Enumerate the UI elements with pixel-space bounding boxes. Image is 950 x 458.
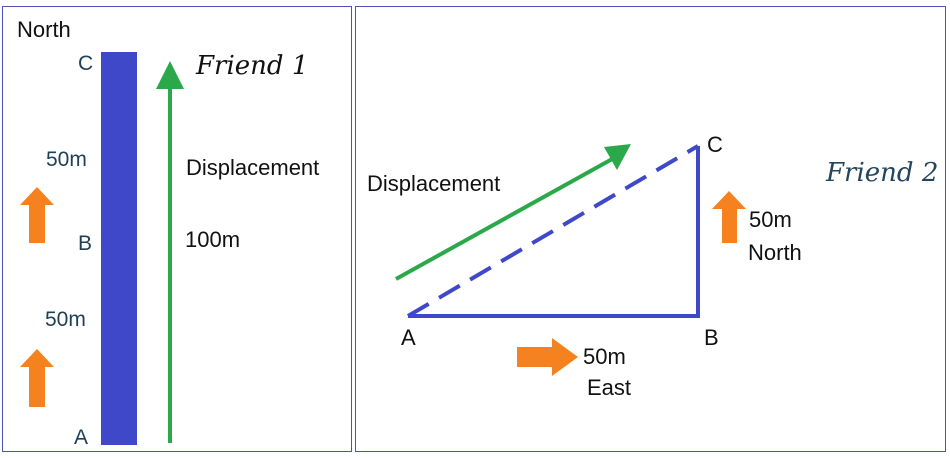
- east-arrow-icon: [517, 338, 578, 376]
- point-b-label: B: [78, 232, 93, 255]
- displacement-dashed-line: [406, 144, 700, 318]
- point-b-label: B: [704, 325, 719, 350]
- north-arrow-icon: [20, 187, 54, 243]
- point-a-label: A: [401, 325, 416, 350]
- segment-lower-label: 50m: [45, 308, 86, 331]
- friend1-title: Friend 1: [196, 51, 309, 81]
- east-label: East: [587, 375, 632, 400]
- segment-upper-label: 50m: [46, 148, 87, 171]
- displacement-label: Displacement: [186, 155, 320, 180]
- displacement-arrow-head: [604, 144, 631, 170]
- displacement-label: Displacement: [367, 171, 501, 196]
- north-arrow-icon: [712, 191, 746, 243]
- north-label: North: [17, 17, 71, 42]
- north-label: North: [748, 240, 802, 265]
- point-c-label: C: [78, 52, 94, 75]
- north-distance: 50m: [749, 207, 792, 232]
- displacement-value: 100m: [185, 227, 241, 252]
- displacement-arrow-head: [156, 61, 184, 89]
- north-arrow-icon: [20, 349, 54, 407]
- friend2-drawing: [395, 144, 746, 376]
- friend2-panel: Friend 2 Displacement C A B 50m East 50m…: [355, 6, 946, 452]
- path-bar: [101, 52, 137, 445]
- friend2-title: Friend 2: [826, 158, 939, 188]
- friend1-drawing: [20, 52, 184, 445]
- displacement-arrow-shaft: [395, 156, 615, 281]
- east-distance: 50m: [583, 344, 626, 369]
- point-a-label: A: [74, 426, 89, 449]
- friend1-panel: North C 50m B 50m A Friend 1 Displacemen…: [2, 6, 352, 452]
- point-c-label: C: [707, 132, 723, 157]
